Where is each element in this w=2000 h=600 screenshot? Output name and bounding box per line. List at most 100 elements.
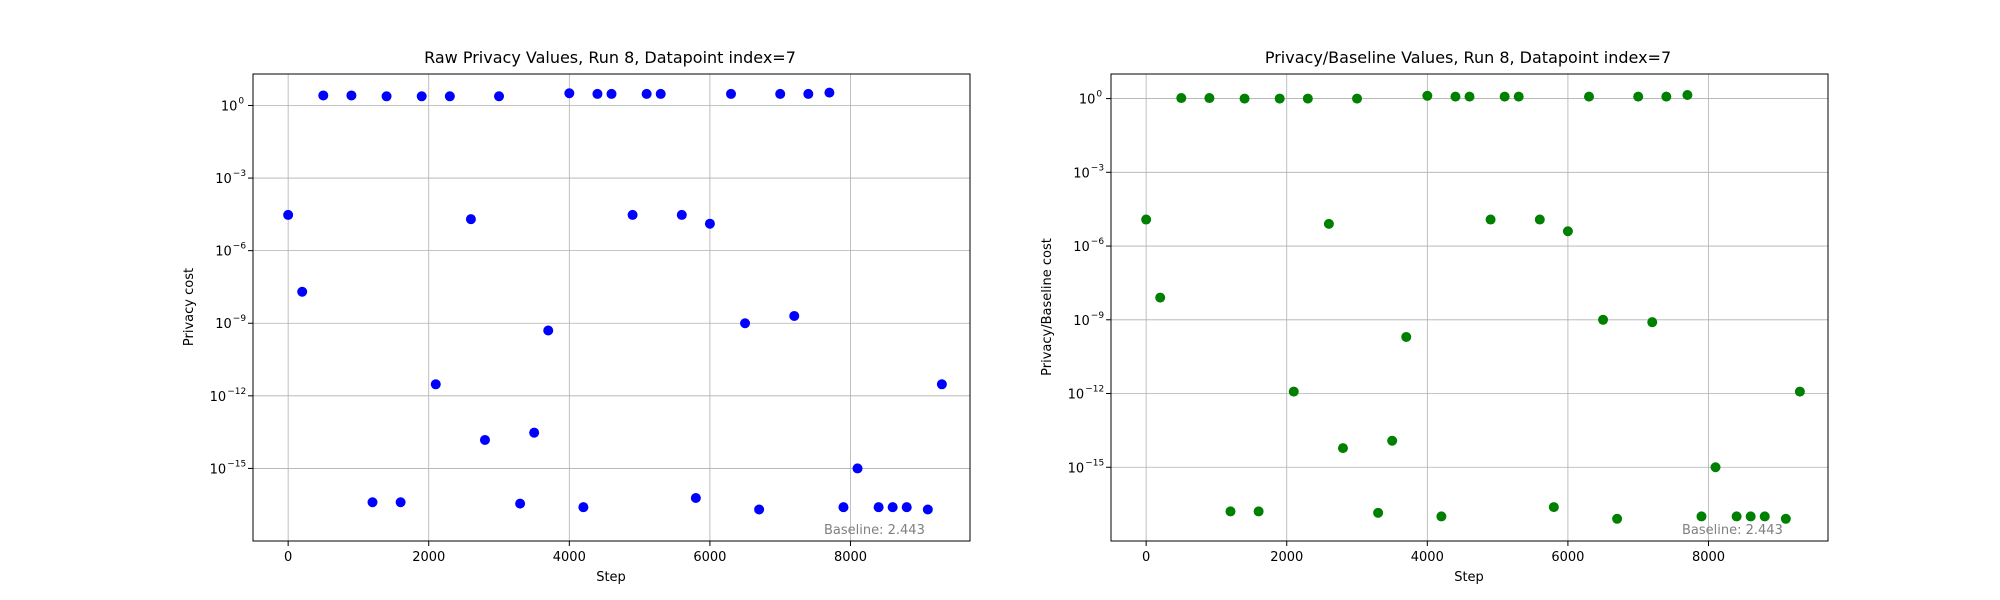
data-point xyxy=(1534,214,1545,225)
data-point xyxy=(641,88,652,99)
y-tick-exponent: −12 xyxy=(1085,385,1104,395)
baseline-annotation: Baseline: 2.443 xyxy=(1682,523,1783,538)
data-point xyxy=(704,218,715,229)
x-tick-label: 4000 xyxy=(1411,550,1444,565)
y-tick-label: 10 xyxy=(215,245,232,260)
data-point xyxy=(606,88,617,99)
data-point xyxy=(789,310,800,321)
data-point xyxy=(1464,91,1475,102)
data-point xyxy=(1450,91,1461,102)
data-point xyxy=(416,91,427,102)
data-point xyxy=(1155,292,1166,303)
data-point xyxy=(1274,93,1285,104)
x-tick-label: 4000 xyxy=(553,550,586,565)
data-point xyxy=(1745,511,1756,522)
y-tick-label: 10 xyxy=(1073,240,1090,255)
data-point xyxy=(922,504,933,515)
data-point xyxy=(494,91,505,102)
y-axis-label: Privacy/Baseline cost xyxy=(1040,238,1055,376)
data-point xyxy=(1682,89,1693,100)
data-point xyxy=(1485,214,1496,225)
data-point xyxy=(1302,93,1313,104)
x-tick-label: 6000 xyxy=(693,550,726,565)
data-point xyxy=(529,427,540,438)
data-point xyxy=(1633,91,1644,102)
data-points xyxy=(283,87,947,515)
data-point xyxy=(690,492,701,503)
data-point xyxy=(395,497,406,508)
data-point xyxy=(1373,507,1384,518)
grid xyxy=(253,74,970,541)
y-tick-exponent: 0 xyxy=(238,96,244,106)
x-tick-label: 6000 xyxy=(1551,550,1584,565)
x-tick-label: 8000 xyxy=(1692,550,1725,565)
data-point xyxy=(543,325,554,336)
plot-frame xyxy=(1110,73,1829,542)
data-point xyxy=(1562,226,1573,237)
chart-privacy-baseline: Privacy/Baseline Values, Run 8, Datapoin… xyxy=(1040,48,1829,585)
data-point xyxy=(1598,314,1609,325)
y-tick-exponent: −6 xyxy=(233,242,247,252)
data-point xyxy=(627,209,638,220)
x-axis-label: Step xyxy=(596,570,626,585)
data-point xyxy=(1422,90,1433,101)
y-tick-label: 10 xyxy=(1068,388,1085,403)
data-point xyxy=(430,379,441,390)
data-point xyxy=(1337,443,1348,454)
data-point xyxy=(297,286,308,297)
y-tick-exponent: −9 xyxy=(233,314,247,324)
data-point xyxy=(726,88,736,99)
data-point xyxy=(887,502,898,513)
data-point xyxy=(936,379,947,390)
y-tick-exponent: −3 xyxy=(233,169,246,179)
data-point xyxy=(1661,91,1672,102)
data-point xyxy=(1204,93,1215,104)
x-tick-label: 2000 xyxy=(412,550,445,565)
data-point xyxy=(515,498,526,509)
data-point xyxy=(479,434,490,445)
data-point xyxy=(1710,462,1721,473)
data-point xyxy=(1759,511,1770,522)
y-tick-label: 10 xyxy=(210,390,227,405)
data-point xyxy=(1176,93,1187,104)
data-point xyxy=(1288,386,1299,397)
data-point xyxy=(901,502,912,513)
y-tick-label: 10 xyxy=(221,99,238,114)
y-tick-exponent: −9 xyxy=(1091,311,1105,321)
y-tick-exponent: −15 xyxy=(1085,458,1104,468)
data-point xyxy=(564,88,575,99)
data-point xyxy=(1352,93,1363,104)
data-point xyxy=(465,214,476,225)
data-point xyxy=(676,209,687,220)
y-tick-exponent: −15 xyxy=(227,459,246,469)
data-point xyxy=(824,87,835,98)
data-point xyxy=(346,90,357,101)
data-point xyxy=(367,497,378,508)
data-point xyxy=(318,90,329,101)
data-point xyxy=(1387,435,1398,446)
data-points xyxy=(1141,89,1805,524)
data-point xyxy=(1323,218,1334,229)
data-point xyxy=(1499,91,1510,102)
data-point xyxy=(1253,506,1264,517)
data-point xyxy=(838,502,849,513)
data-point xyxy=(444,91,455,102)
data-point xyxy=(1548,502,1559,513)
data-point xyxy=(1647,317,1658,328)
data-point xyxy=(578,502,589,513)
x-axis-label: Step xyxy=(1454,570,1484,585)
data-point xyxy=(852,463,863,474)
data-point xyxy=(1696,511,1707,522)
grid xyxy=(1111,74,1828,541)
x-tick-label: 0 xyxy=(1142,550,1150,565)
data-point xyxy=(1794,386,1805,397)
data-point xyxy=(592,88,603,99)
data-point xyxy=(1731,511,1742,522)
data-point xyxy=(1780,513,1791,524)
y-tick-label: 10 xyxy=(1073,166,1090,181)
plot-frame xyxy=(252,73,971,542)
data-point xyxy=(655,88,666,99)
chart-raw-privacy: Raw Privacy Values, Run 8, Datapoint ind… xyxy=(182,48,971,585)
